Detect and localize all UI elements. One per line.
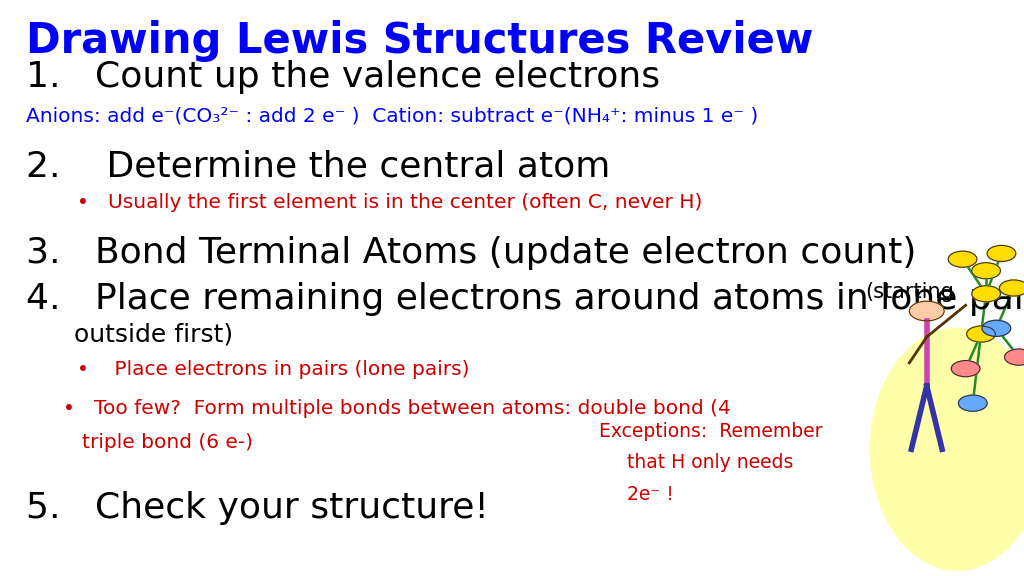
Text: Drawing Lewis Structures Review: Drawing Lewis Structures Review: [26, 20, 813, 62]
Circle shape: [982, 320, 1011, 336]
Text: 2.    Determine the central atom: 2. Determine the central atom: [26, 150, 610, 184]
Text: triple bond (6 e-): triple bond (6 e-): [63, 433, 254, 452]
Text: 4.   Place remaining electrons around atoms in lone pairs: 4. Place remaining electrons around atom…: [26, 282, 1024, 316]
Text: •   Too few?  Form multiple bonds between atoms: double bond (4: • Too few? Form multiple bonds between a…: [63, 399, 731, 418]
Circle shape: [987, 245, 1016, 262]
Circle shape: [909, 301, 944, 321]
Text: Anions: add e⁻(CO₃²⁻ : add 2 e⁻ )  Cation: subtract e⁻(NH₄⁺: minus 1 e⁻ ): Anions: add e⁻(CO₃²⁻ : add 2 e⁻ ) Cation…: [26, 107, 758, 126]
Circle shape: [967, 326, 995, 342]
Text: 3.   Bond Terminal Atoms (update electron count): 3. Bond Terminal Atoms (update electron …: [26, 236, 916, 270]
Text: Exceptions:  Remember: Exceptions: Remember: [599, 422, 822, 441]
Ellipse shape: [870, 328, 1024, 570]
Text: 1.   Count up the valence electrons: 1. Count up the valence electrons: [26, 60, 659, 94]
Text: (starting: (starting: [865, 282, 954, 302]
Text: 5.   Check your structure!: 5. Check your structure!: [26, 491, 488, 525]
Circle shape: [958, 395, 987, 411]
Circle shape: [972, 286, 1000, 302]
Circle shape: [951, 361, 980, 377]
Circle shape: [948, 251, 977, 267]
Circle shape: [1005, 349, 1024, 365]
Text: that H only needs: that H only needs: [627, 453, 793, 472]
Text: 2e⁻ !: 2e⁻ !: [627, 485, 674, 504]
Circle shape: [972, 263, 1000, 279]
Circle shape: [999, 280, 1024, 296]
Text: •    Place electrons in pairs (lone pairs): • Place electrons in pairs (lone pairs): [77, 360, 469, 379]
Text: •   Usually the first element is in the center (often C, never H): • Usually the first element is in the ce…: [77, 193, 702, 212]
Text: outside first): outside first): [26, 323, 232, 347]
